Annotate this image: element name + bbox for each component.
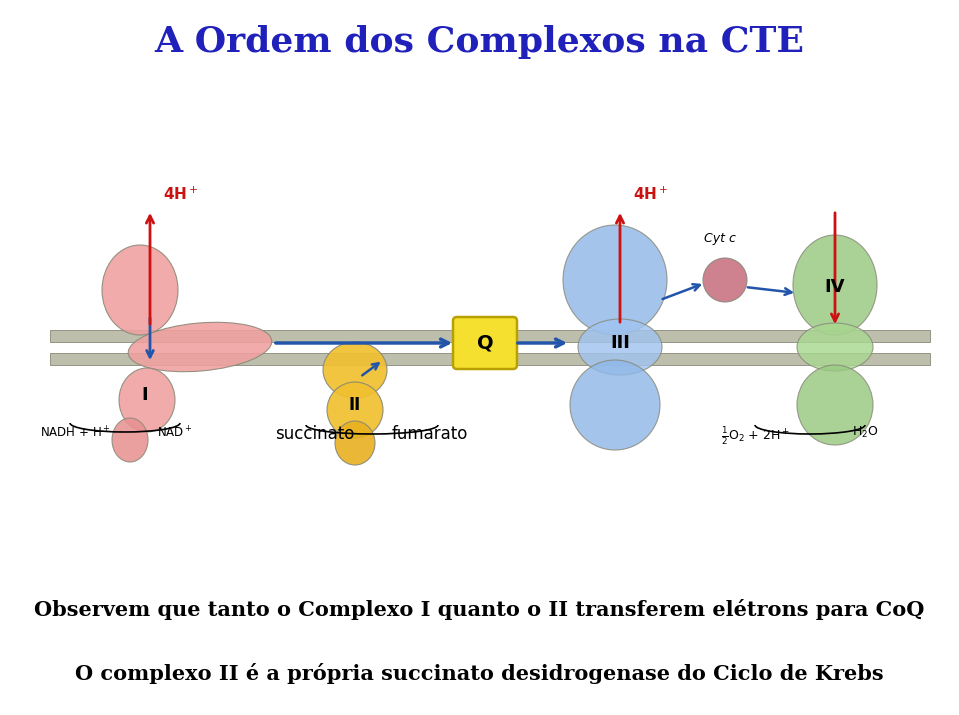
Text: 4H$^+$: 4H$^+$	[163, 186, 199, 203]
Ellipse shape	[327, 382, 383, 438]
Text: Observem que tanto o Complexo I quanto o II transferem elétrons para CoQ: Observem que tanto o Complexo I quanto o…	[35, 599, 924, 621]
Ellipse shape	[129, 322, 271, 372]
Text: II: II	[349, 396, 362, 414]
Ellipse shape	[323, 342, 387, 398]
Ellipse shape	[112, 418, 148, 462]
Text: IV: IV	[825, 278, 845, 296]
Text: Q: Q	[477, 333, 493, 352]
Text: III: III	[610, 334, 630, 352]
Text: 4H$^+$: 4H$^+$	[633, 186, 668, 203]
Ellipse shape	[793, 235, 877, 335]
Text: Cyt c: Cyt c	[704, 232, 736, 245]
Ellipse shape	[335, 421, 375, 465]
Ellipse shape	[797, 323, 873, 371]
Ellipse shape	[563, 225, 667, 335]
Text: H$_2$O: H$_2$O	[852, 425, 878, 440]
Bar	[50, 330, 930, 342]
FancyBboxPatch shape	[453, 317, 517, 369]
Text: O complexo II é a própria succinato desidrogenase do Ciclo de Krebs: O complexo II é a própria succinato desi…	[75, 663, 884, 684]
Text: NAD$^+$: NAD$^+$	[157, 425, 193, 440]
Ellipse shape	[119, 368, 175, 432]
Text: $\frac{1}{2}$O$_2$ + 2H$^+$: $\frac{1}{2}$O$_2$ + 2H$^+$	[720, 425, 789, 447]
Ellipse shape	[578, 319, 662, 375]
Text: A Ordem dos Complexos na CTE: A Ordem dos Complexos na CTE	[154, 25, 805, 59]
Text: succinato: succinato	[275, 425, 355, 443]
Text: I: I	[142, 386, 149, 404]
Bar	[50, 353, 930, 365]
Text: fumarato: fumarato	[392, 425, 468, 443]
Text: NADH + H$^+$: NADH + H$^+$	[39, 425, 110, 440]
Ellipse shape	[703, 258, 747, 302]
Ellipse shape	[570, 360, 660, 450]
Ellipse shape	[797, 365, 873, 445]
Ellipse shape	[102, 245, 178, 335]
